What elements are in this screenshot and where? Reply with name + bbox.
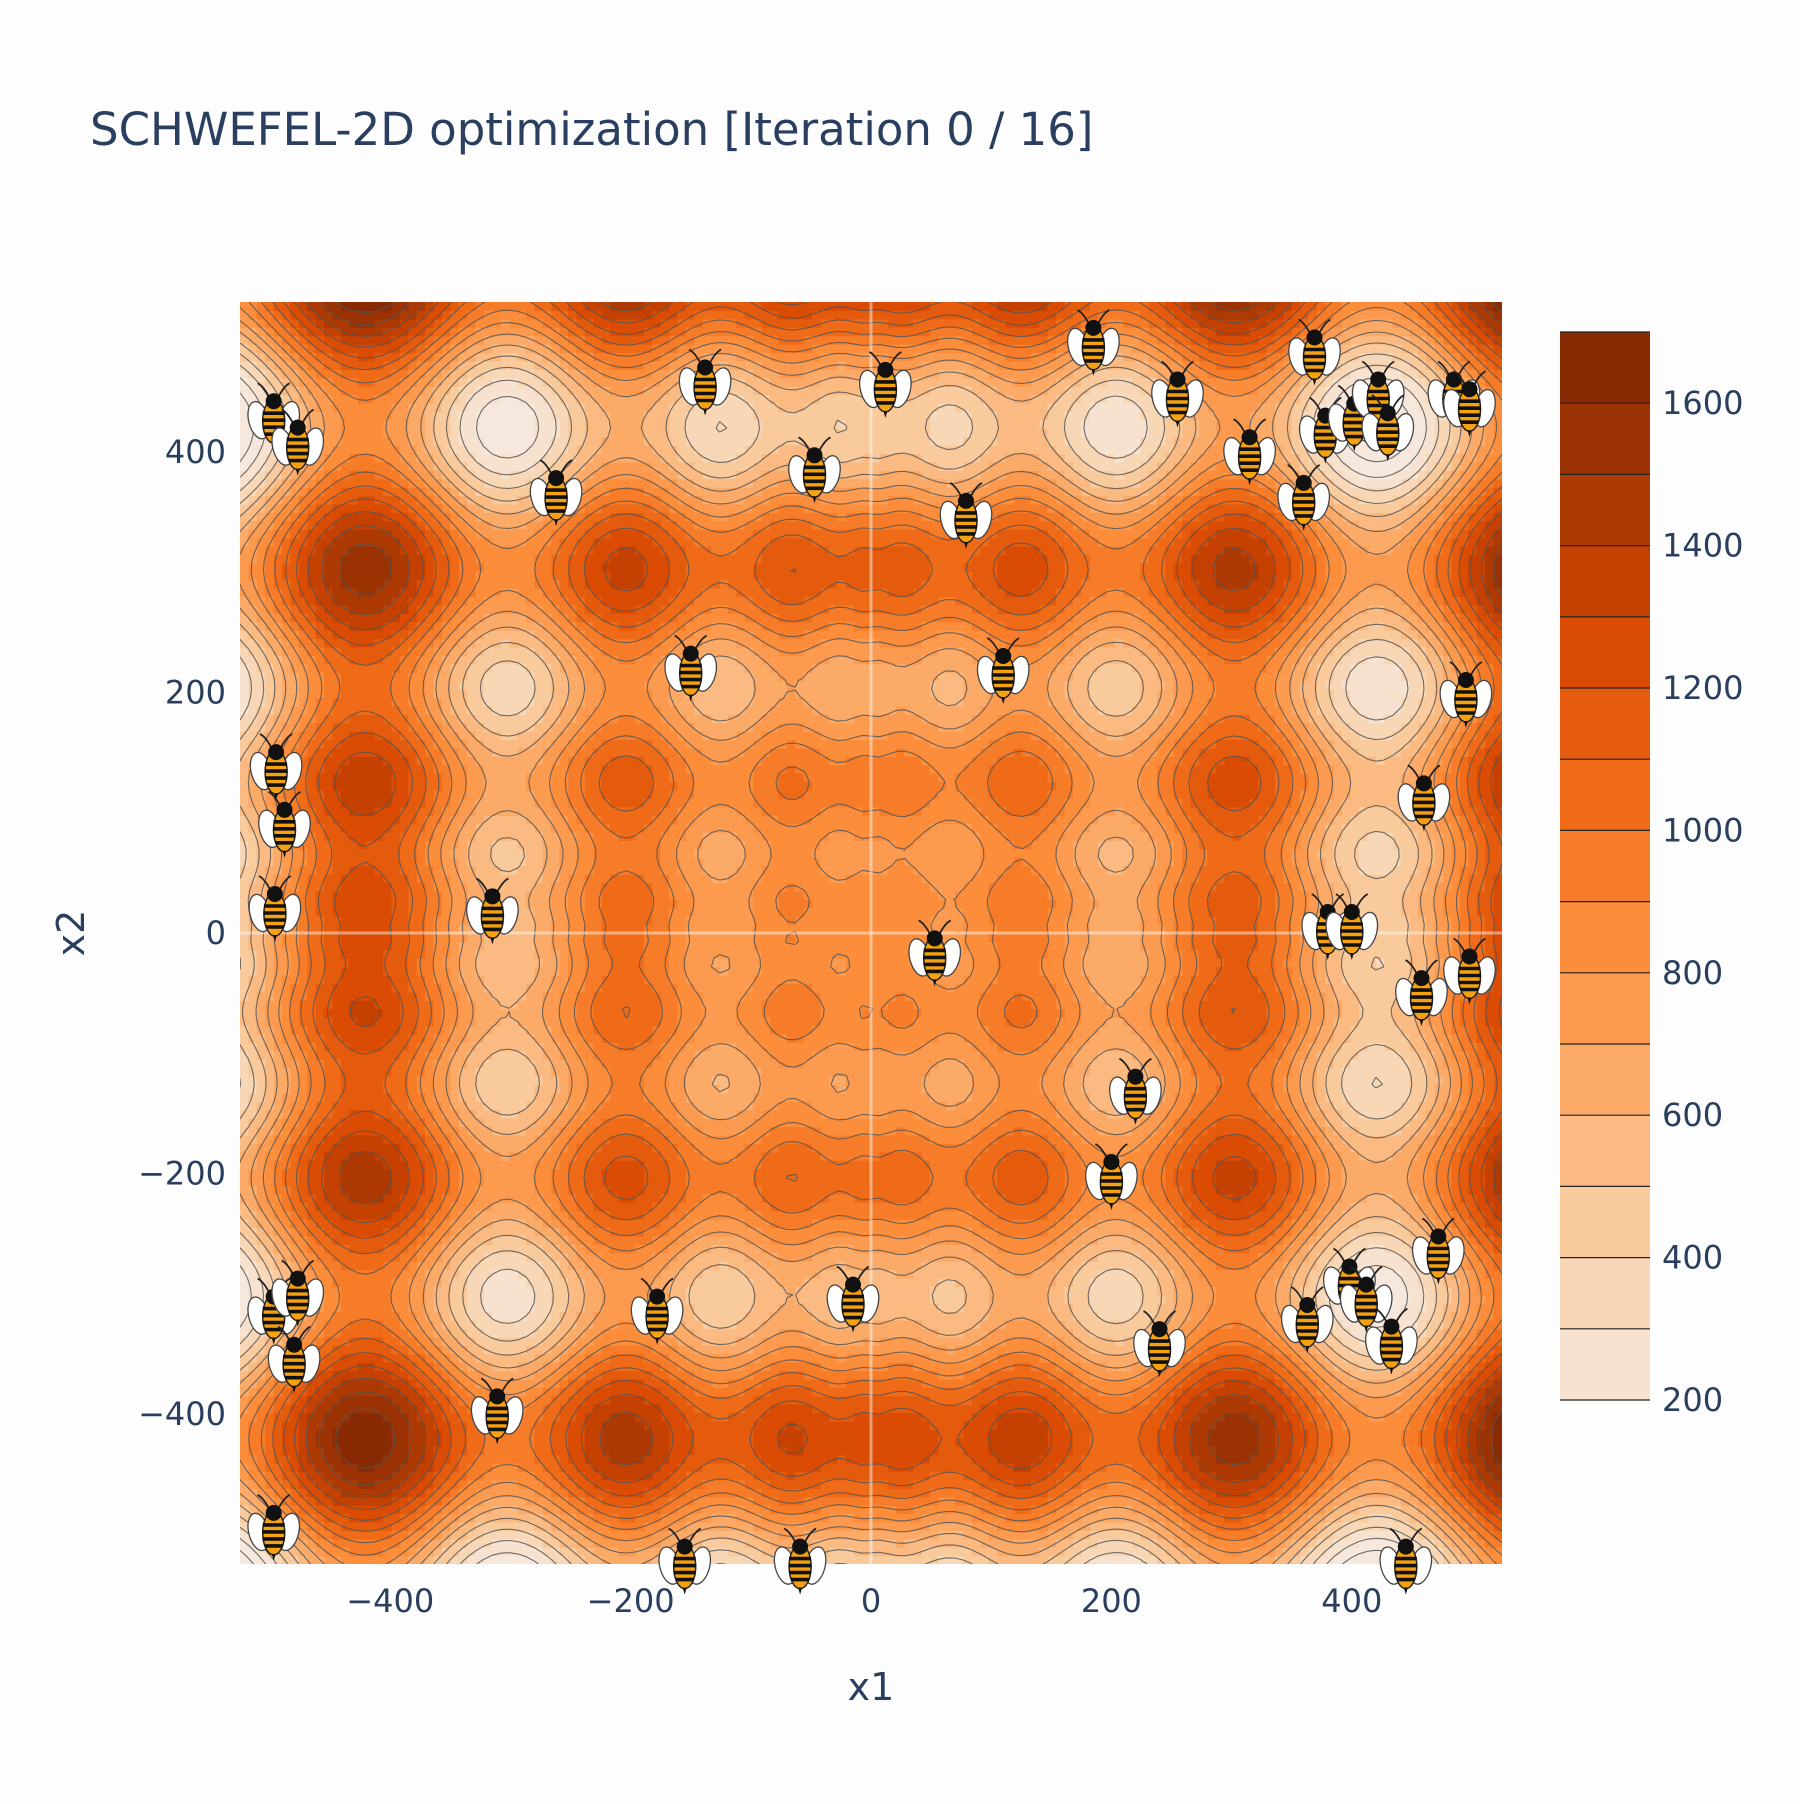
chart-title: SCHWEFEL-2D optimization [Iteration 0 / … xyxy=(90,103,1093,156)
y-tick-label: 0 xyxy=(206,914,226,952)
y-tick-label: 200 xyxy=(165,674,226,712)
colorbar-tick-label: 1400 xyxy=(1662,527,1743,565)
x-tick-label: 0 xyxy=(861,1582,881,1620)
y-axis-label: x2 xyxy=(49,910,93,957)
x-tick-label: −200 xyxy=(587,1582,675,1620)
y-tick-label: −400 xyxy=(138,1395,226,1433)
colorbar-tick-label: 1200 xyxy=(1662,669,1743,707)
y-tick-label: −200 xyxy=(138,1154,226,1192)
colorbar-tick-label: 1600 xyxy=(1662,384,1743,422)
x-tick-label: −400 xyxy=(346,1582,434,1620)
colorbar-tick-label: 1000 xyxy=(1662,811,1743,849)
y-tick-label: 400 xyxy=(165,433,226,471)
colorbar-tick-label: 400 xyxy=(1662,1239,1723,1277)
x-tick-label: 200 xyxy=(1081,1582,1142,1620)
colorbar-tick-label: 200 xyxy=(1662,1381,1723,1419)
x-axis-label: x1 xyxy=(848,1665,895,1709)
colorbar: 200 400 600 800 1000 1200 1400 1600 xyxy=(1560,332,1743,1419)
x-tick-label: 400 xyxy=(1321,1582,1382,1620)
colorbar-tick-label: 800 xyxy=(1662,954,1723,992)
colorbar-tick-label: 600 xyxy=(1662,1096,1723,1134)
